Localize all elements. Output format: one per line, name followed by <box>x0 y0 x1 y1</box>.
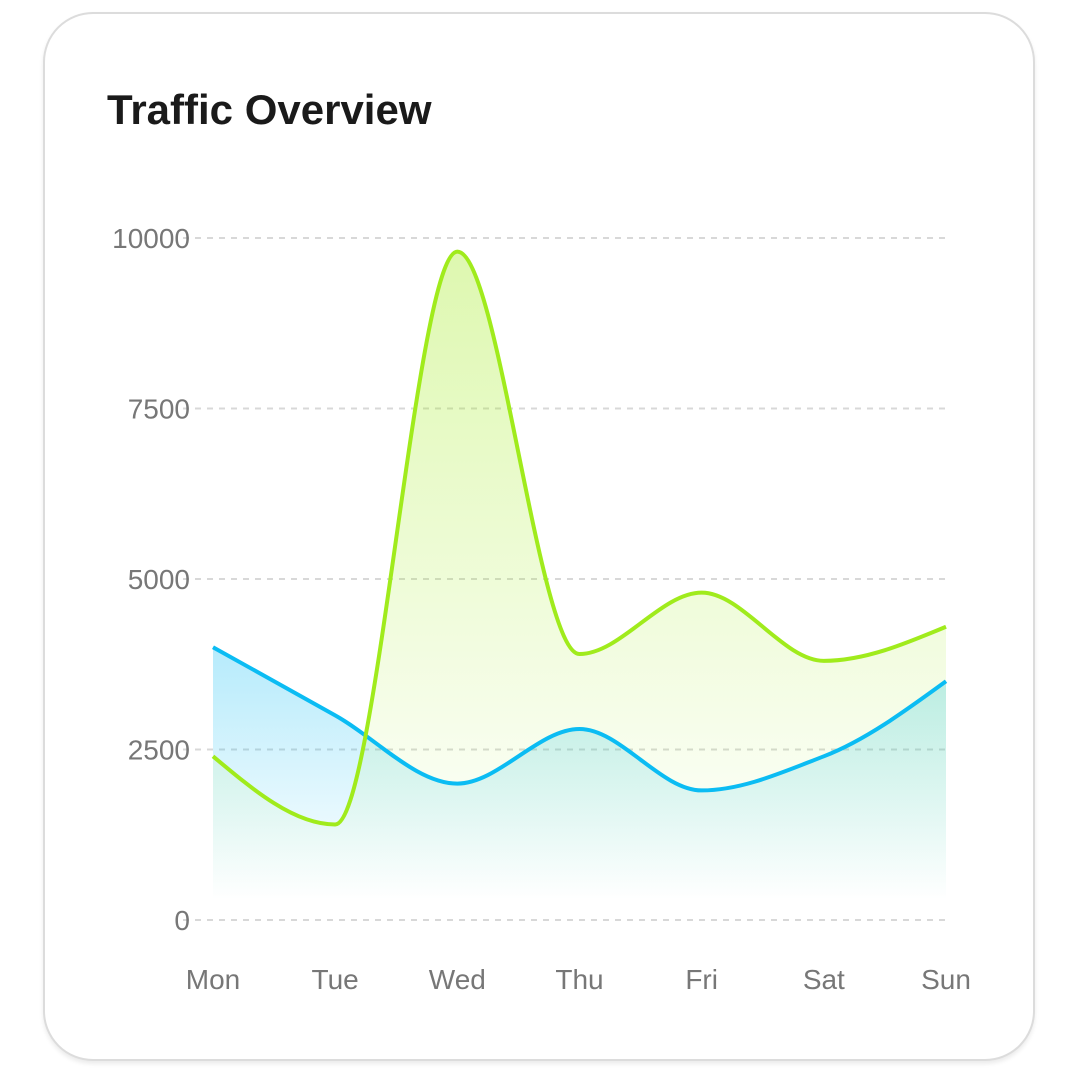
x-tick-label: Wed <box>429 964 486 995</box>
series-area-1 <box>213 251 946 900</box>
x-tick-label: Sat <box>803 964 845 995</box>
y-tick-label: 10000 <box>112 223 190 254</box>
y-tick-label: 0 <box>174 905 190 936</box>
x-tick-label: Sun <box>921 964 971 995</box>
y-tick-label: 5000 <box>128 564 190 595</box>
x-tick-label: Thu <box>555 964 603 995</box>
y-tick-label: 7500 <box>128 394 190 425</box>
x-tick-label: Mon <box>186 964 240 995</box>
chart-title: Traffic Overview <box>107 86 432 133</box>
y-tick-label: 2500 <box>128 735 190 766</box>
x-tick-label: Tue <box>312 964 359 995</box>
x-tick-label: Fri <box>685 964 718 995</box>
series-line-0 <box>212 645 948 793</box>
series-line-1 <box>211 249 947 827</box>
